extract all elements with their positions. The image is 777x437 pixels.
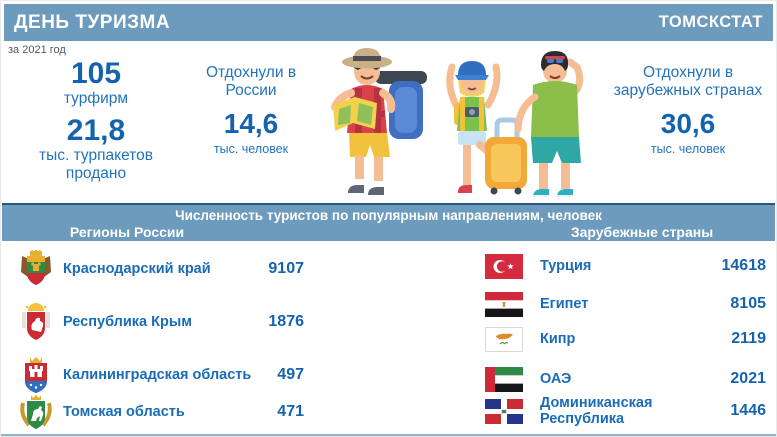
egypt-flag-icon xyxy=(485,291,523,317)
region-value: 497 xyxy=(277,366,304,383)
country-value: 2021 xyxy=(730,370,766,387)
table-row: Томская область 471 xyxy=(19,392,304,432)
table-row: Доминиканская Республика 1446 xyxy=(485,389,766,433)
region-value: 471 xyxy=(277,403,304,420)
kaliningrad-crest-icon xyxy=(19,356,53,394)
region-value: 1876 xyxy=(268,313,304,330)
turkey-flag-icon xyxy=(485,253,523,279)
domestic-value: 14,6 xyxy=(223,108,279,139)
tomsk-crest-icon xyxy=(19,393,53,431)
section-band: Численность туристов по популярным напра… xyxy=(2,203,775,241)
table-row: Калининградская область 497 xyxy=(19,355,304,395)
krasnodar-crest-icon xyxy=(19,250,53,288)
firms-value: 105 xyxy=(70,57,122,90)
bottom-divider xyxy=(1,434,776,436)
region-label: Томская область xyxy=(63,404,185,420)
region-value: 9107 xyxy=(268,260,304,277)
country-value: 2119 xyxy=(731,330,766,347)
packages-value: 21,8 xyxy=(66,114,126,147)
table-row: ОАЭ 2021 xyxy=(485,359,766,399)
country-value: 14618 xyxy=(721,257,767,274)
backpacker-figure xyxy=(331,48,427,195)
stat-domestic: Отдохнули в России 14,6 тыс. человек xyxy=(186,64,316,157)
domestic-title: Отдохнули в России xyxy=(205,64,297,99)
domestic-unit: тыс. человек xyxy=(213,142,289,156)
country-label: Доминиканская Республика xyxy=(540,395,653,427)
cyprus-flag-icon xyxy=(485,326,523,352)
region-label: Калининградская область xyxy=(63,367,252,383)
tourists-illustration xyxy=(331,48,584,197)
region-label: Республика Крым xyxy=(63,314,192,330)
dominican-republic-flag-icon xyxy=(485,398,523,424)
crimea-crest-icon xyxy=(19,303,53,341)
stat-abroad: Отдохнули в зарубежных странах 30,6 тыс.… xyxy=(608,64,768,157)
uae-flag-icon xyxy=(485,366,523,392)
period-label: за 2021 год xyxy=(8,44,66,56)
abroad-unit: тыс. человек xyxy=(650,142,726,156)
man-with-suitcase-figure xyxy=(485,51,584,197)
column-header-countries: Зарубежные страны xyxy=(570,224,714,240)
brand-label: ТОМСКСТАТ xyxy=(658,13,763,31)
country-label: Египет xyxy=(540,296,589,312)
abroad-value: 30,6 xyxy=(660,108,716,139)
firms-label: турфирм xyxy=(63,90,129,107)
country-label: Кипр xyxy=(540,331,576,347)
table-row: Кипр 2119 xyxy=(485,319,766,359)
column-header-regions: Регионы России xyxy=(69,224,185,240)
cheering-woman-figure xyxy=(446,61,503,193)
country-value: 8105 xyxy=(730,295,766,312)
abroad-title: Отдохнули в зарубежных странах xyxy=(613,64,763,99)
page-title: ДЕНЬ ТУРИЗМА xyxy=(14,11,171,33)
header-bar: ДЕНЬ ТУРИЗМА ТОМСКСТАТ xyxy=(4,4,773,41)
table-title: Численность туристов по популярным напра… xyxy=(175,208,602,223)
table-row: Египет 8105 xyxy=(485,284,766,324)
table-row: Республика Крым 1876 xyxy=(19,302,304,342)
country-value: 1446 xyxy=(730,402,766,419)
stat-firms: 105 турфирм 21,8 тыс. турпакетов продано xyxy=(10,58,182,190)
country-label: ОАЭ xyxy=(540,371,572,387)
region-label: Краснодарский край xyxy=(63,261,211,277)
table-row: Турция 14618 xyxy=(485,246,766,286)
country-label: Турция xyxy=(540,258,592,274)
table-row: Краснодарский край 9107 xyxy=(19,249,304,289)
packages-label: тыс. турпакетов продано xyxy=(39,147,153,182)
